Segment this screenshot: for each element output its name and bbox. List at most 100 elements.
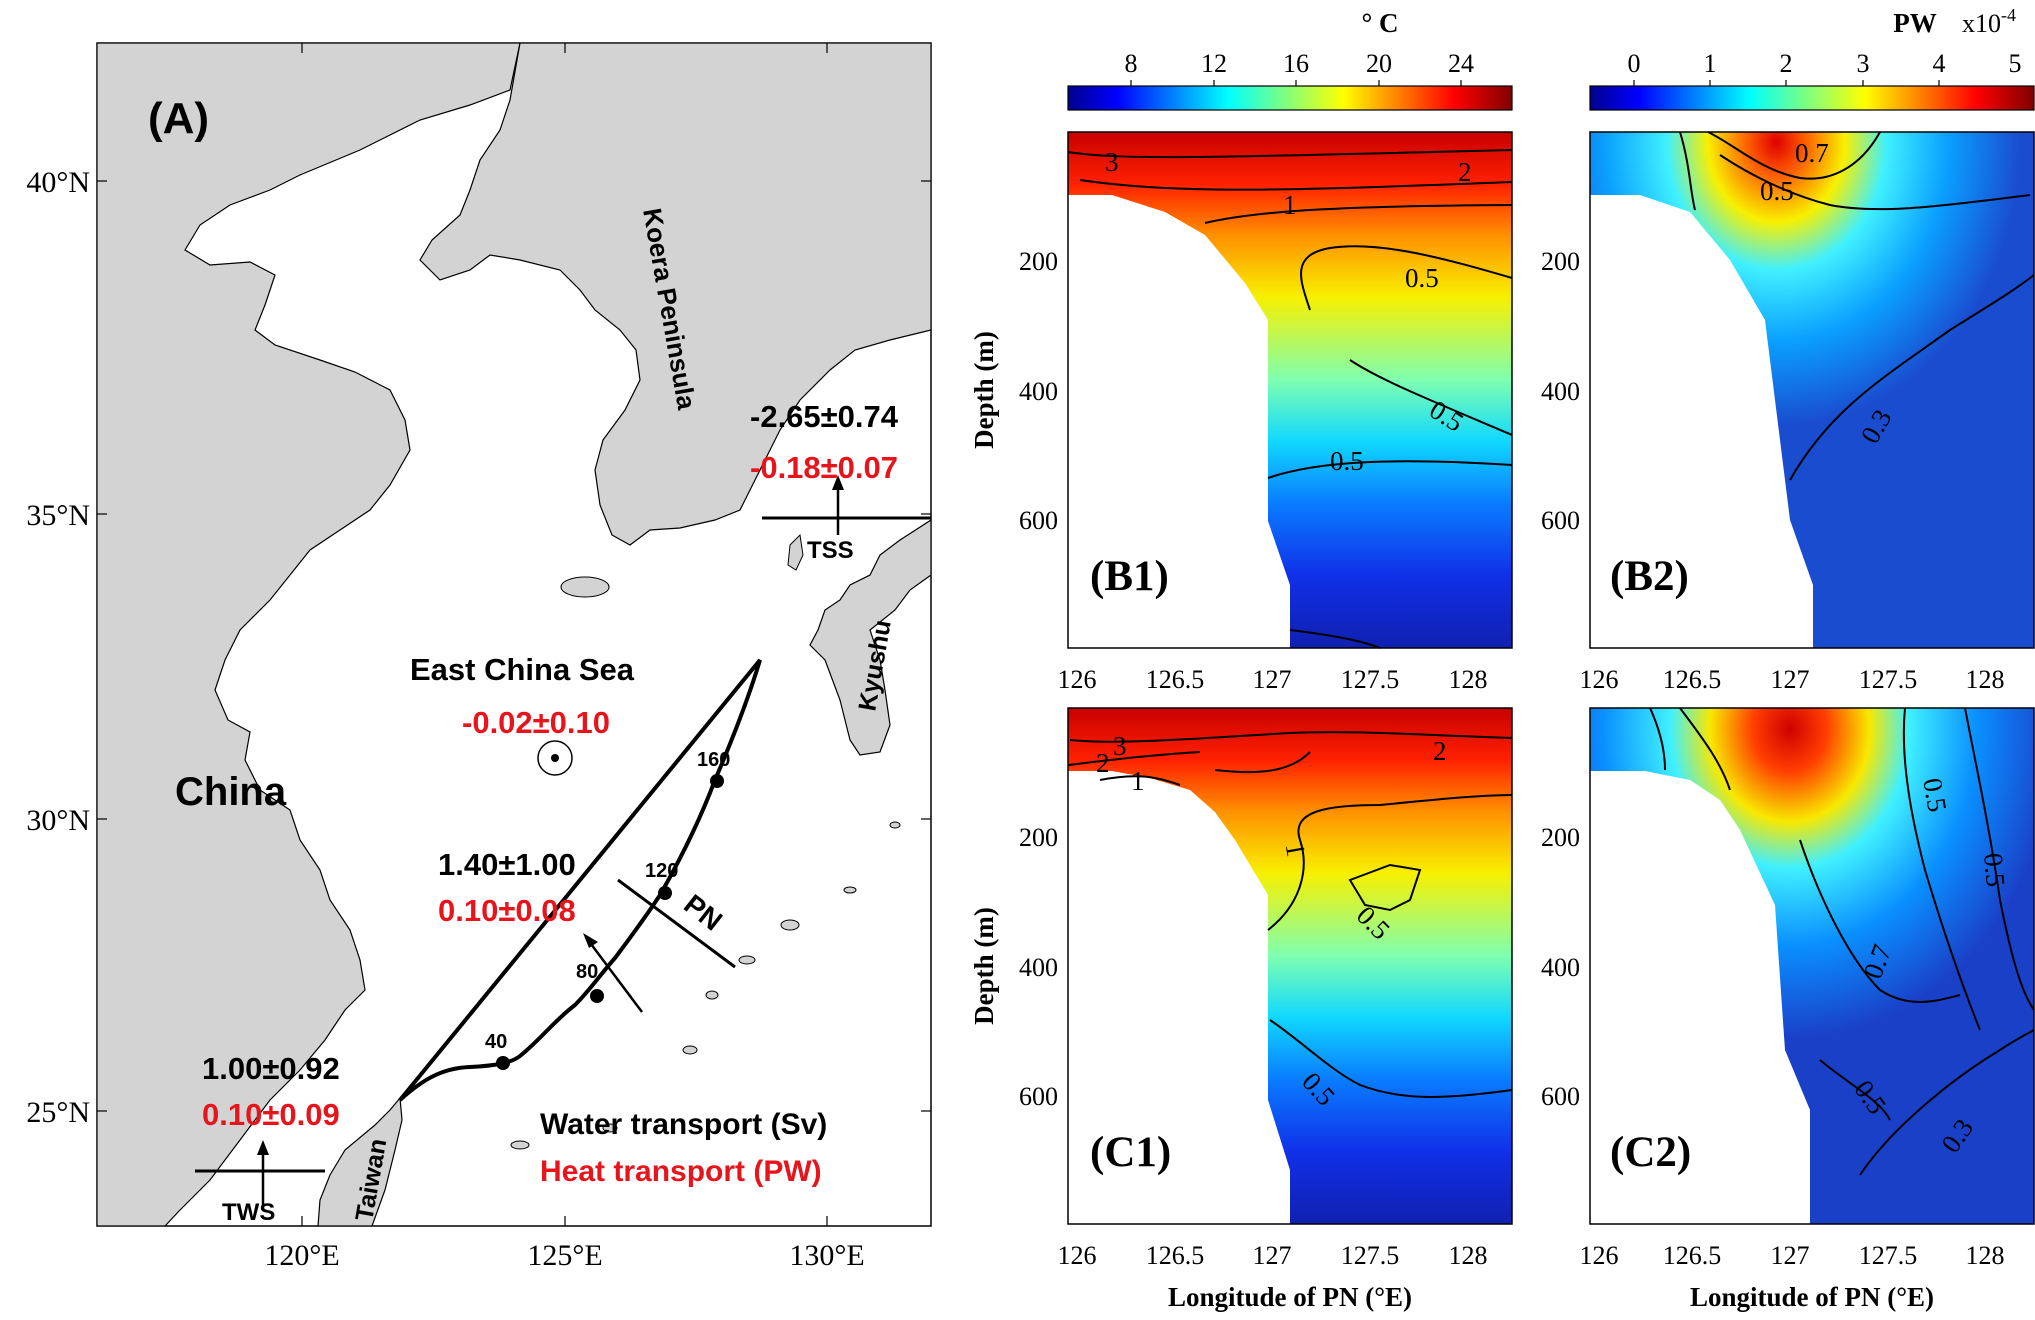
- tws-arrowhead: [257, 1140, 269, 1155]
- contour-label: 2: [1433, 736, 1447, 766]
- taiwan-island: [317, 1096, 403, 1226]
- x-tick-label: 127.5: [1859, 665, 1918, 694]
- panel-label-c1: (C1): [1090, 1129, 1171, 1176]
- colorbar-temp-tick: 8: [1125, 49, 1138, 78]
- contour-label: 0.5: [1405, 263, 1439, 293]
- x-tick-label: 127: [1771, 1241, 1810, 1270]
- section-panel-b1: 3 2 1 0.5 0.5 0.5 (B1): [1067, 131, 1513, 649]
- pn-marker-label: 80: [576, 961, 598, 983]
- colorbar-temperature: ° C 8 12 16 20 24: [1067, 8, 1513, 111]
- label-china: China: [175, 770, 287, 814]
- lon-tick-label: 120°E: [264, 1239, 339, 1272]
- panel-label-c2: (C2): [1610, 1129, 1691, 1176]
- x-tick-label: 127.5: [1341, 665, 1400, 694]
- y-tick-label: 400: [1019, 953, 1058, 982]
- y-axis-label: Depth (m): [969, 331, 999, 449]
- legend-water: Water transport (Sv): [540, 1108, 827, 1141]
- c1-topography: [1068, 771, 1290, 1224]
- y-tick-label: 200: [1019, 823, 1058, 852]
- china-landmass: [97, 43, 521, 1226]
- tss-water-value: -2.65±0.74: [750, 399, 899, 434]
- section-panel-c2: 0.5 0.5 0.7 0.5 0.3 (C2): [1589, 707, 2035, 1225]
- lon-tick-label: 125°E: [527, 1239, 602, 1272]
- tss-arrowhead: [832, 475, 844, 490]
- x-tick-label: 126: [1580, 665, 1619, 694]
- panel-label-a: (A): [148, 94, 209, 143]
- tws-water-value: 1.00±0.92: [202, 1051, 340, 1086]
- lon-tick-label: 130°E: [789, 1239, 864, 1272]
- x-tick-label: 128: [1966, 665, 2005, 694]
- pn-arrowhead: [583, 933, 598, 948]
- x-tick-label: 128: [1449, 665, 1488, 694]
- contour-label: 0.5: [1760, 176, 1794, 206]
- y-tick-label: 600: [1541, 1082, 1580, 1111]
- tss-heat-value: -0.18±0.07: [750, 450, 898, 485]
- y-tick-label: 600: [1541, 506, 1580, 535]
- lat-tick-label: 35°N: [26, 499, 90, 532]
- colorbar-heat-tick: 5: [2009, 49, 2022, 78]
- colorbar-heat: PW x10-4 0 1 2 3 4 5: [1589, 5, 2035, 111]
- x-tick-label: 126.5: [1663, 1241, 1722, 1270]
- colorbar-heat-tick: 4: [1933, 49, 1946, 78]
- map-panel-a: 40°N 35°N 30°N 25°N 120°E 125°E 130°E (A…: [26, 42, 932, 1272]
- section-panel-b2: 0.7 0.5 0.3 (B2): [1589, 131, 2035, 649]
- contour-label: 1: [1131, 766, 1145, 796]
- x-tick-label: 127: [1253, 665, 1292, 694]
- colorbar-heat-unit: PW: [1893, 8, 1937, 38]
- colorbar-temp-tick: 20: [1366, 49, 1392, 78]
- y-tick-label: 400: [1541, 377, 1580, 406]
- jeju-island: [560, 576, 610, 598]
- c2-topography: [1590, 771, 1810, 1224]
- y-tick-label: 200: [1541, 247, 1580, 276]
- b1-topography: [1068, 195, 1290, 648]
- panel-label-b1: (B1): [1090, 553, 1169, 600]
- contour-label: 0.5: [1978, 852, 2011, 888]
- colorbar-heat-tick: 3: [1857, 49, 1870, 78]
- x-axis-label: Longitude of PN (°E): [1690, 1282, 1934, 1312]
- pn-heat-value: 0.10±0.08: [438, 893, 576, 928]
- y-tick-label: 200: [1019, 247, 1058, 276]
- pn-marker-label: 120: [645, 860, 678, 882]
- x-tick-label: 127.5: [1859, 1241, 1918, 1270]
- y-tick-label: 400: [1019, 377, 1058, 406]
- legend-heat: Heat transport (PW): [540, 1155, 822, 1188]
- colorbar-heat-tick: 1: [1704, 49, 1717, 78]
- lat-tick-label: 40°N: [26, 166, 90, 199]
- contour-label: 0.7: [1795, 138, 1829, 168]
- japan-landmass: [809, 519, 931, 756]
- pn-marker-label: 40: [485, 1031, 507, 1053]
- ecs-heat-value: -0.02±0.10: [462, 705, 610, 740]
- x-tick-label: 126.5: [1663, 665, 1722, 694]
- b2-topography: [1590, 195, 1813, 648]
- ryukyu-islands: [510, 821, 901, 1150]
- contour-label: 2: [1458, 157, 1472, 187]
- y-tick-label: 200: [1541, 823, 1580, 852]
- tsushima-island: [787, 533, 804, 571]
- y-tick-label: 600: [1019, 506, 1058, 535]
- x-tick-label: 126: [1058, 665, 1097, 694]
- ecs-station-dot: [551, 754, 559, 762]
- map-lat-ticks: [97, 180, 931, 1112]
- y-axis-label: Depth (m): [969, 907, 999, 1025]
- x-tick-label: 128: [1449, 1241, 1488, 1270]
- pn-arrow: [587, 939, 643, 1013]
- lat-tick-label: 30°N: [26, 804, 90, 837]
- map-lon-ticks: [301, 43, 828, 1226]
- x-tick-label: 126.5: [1146, 665, 1205, 694]
- contour-label: 1: [1283, 190, 1297, 220]
- contour-label: 0.5: [1917, 776, 1952, 814]
- x-tick-label: 128: [1966, 1241, 2005, 1270]
- x-tick-label: 126: [1058, 1241, 1097, 1270]
- label-ecs: East China Sea: [410, 652, 635, 687]
- contour-label: 3: [1113, 731, 1127, 761]
- pn-water-value: 1.40±1.00: [438, 847, 576, 882]
- contour-label: 0.5: [1330, 446, 1364, 476]
- colorbar-temp-unit: ° C: [1361, 8, 1398, 38]
- colorbar-temp-tick: 24: [1448, 49, 1474, 78]
- pn-markers: [496, 774, 724, 1070]
- x-tick-label: 127: [1253, 1241, 1292, 1270]
- lat-tick-label: 25°N: [26, 1096, 90, 1129]
- colorbar-heat-tick: 0: [1628, 49, 1641, 78]
- pn-marker-label: 160: [697, 749, 730, 771]
- colorbar-heat-exponent: x10-4: [1962, 5, 2016, 38]
